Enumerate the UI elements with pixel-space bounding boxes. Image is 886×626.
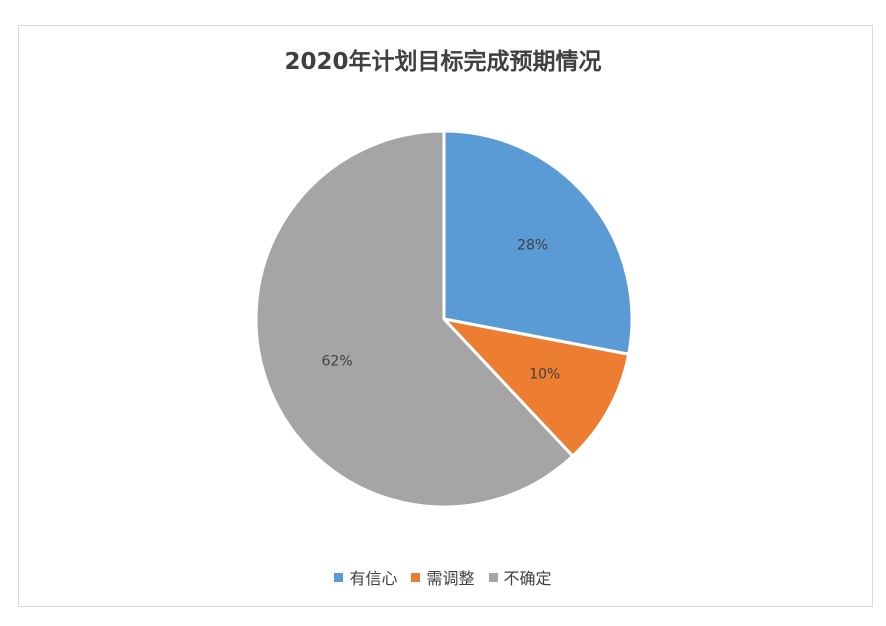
pie-slice-uncertain [254, 129, 575, 509]
legend-item-confident: 有信心 [334, 565, 397, 589]
legend-label-uncertain: 不确定 [503, 569, 552, 588]
legend-label-confident: 有信心 [349, 569, 398, 588]
slice-label-uncertain: 62% [322, 353, 353, 369]
legend-label-adjust: 需调整 [426, 569, 475, 588]
slice-label-adjust: 10% [529, 366, 560, 382]
pie-slice-adjust [439, 316, 631, 459]
chart-title: 2020年计划目标完成预期情况 [284, 49, 602, 75]
legend-item-adjust: 需调整 [411, 565, 475, 589]
legend-item-uncertain: 不确定 [488, 565, 552, 589]
legend-swatch-adjust [411, 572, 421, 582]
pie-slice-confident [442, 129, 634, 356]
legend: 有信心 需调整 不确定 [0, 565, 886, 589]
legend-swatch-confident [334, 572, 344, 582]
slice-label-confident: 28% [517, 238, 548, 254]
legend-swatch-uncertain [488, 572, 498, 582]
